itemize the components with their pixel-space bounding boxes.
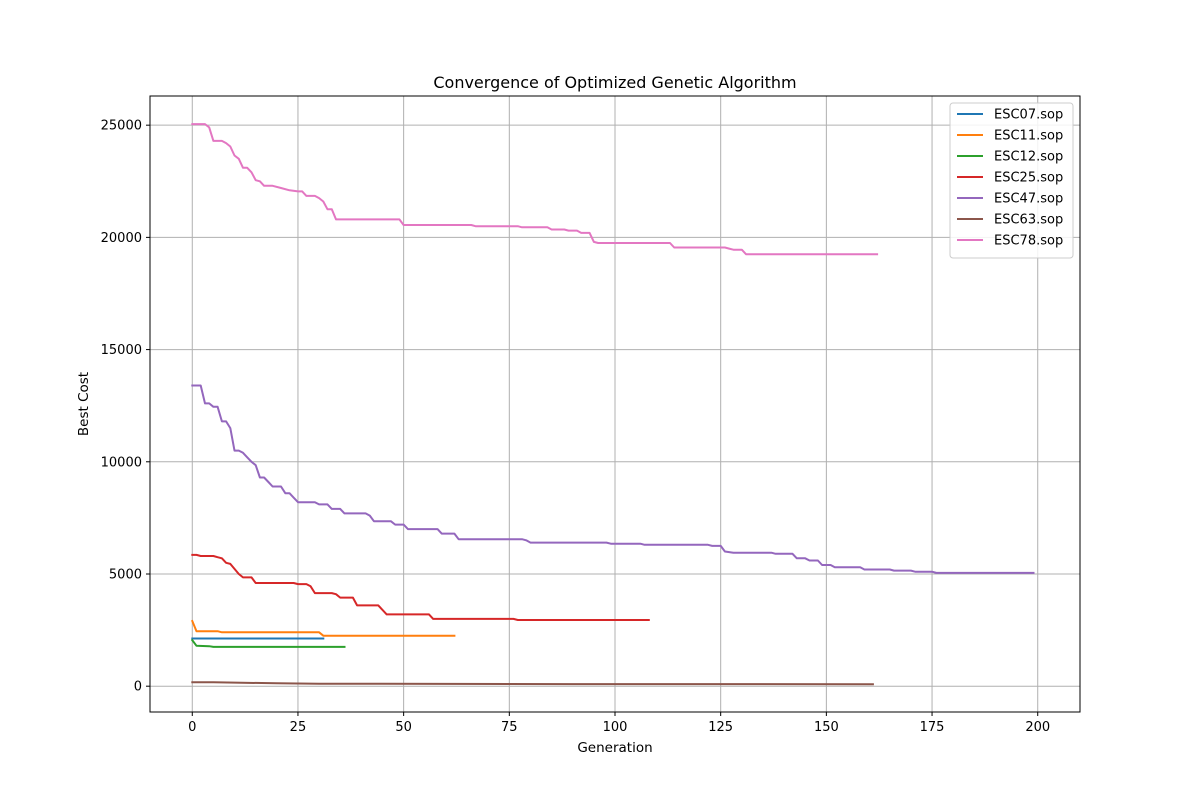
legend-label: ESC07.sop [994,108,1063,123]
x-tick-label: 50 [395,720,412,735]
legend-label: ESC11.sop [994,129,1063,144]
y-tick-label: 10000 [101,455,142,470]
y-axis-ticks: 0 5000 10000 15000 20000 25000 [101,119,150,695]
x-tick-label: 125 [708,720,733,735]
y-tick-label: 0 [134,680,142,695]
x-axis-label: Generation [577,740,652,756]
legend-label: ESC63.sop [994,213,1063,228]
series-line-esc11-sop [190,619,456,637]
x-tick-label: 75 [501,720,518,735]
x-tick-label: 175 [920,720,945,735]
legend: ESC07.sop ESC11.sop ESC12.sop ESC25.sop ESC4… [949,102,1074,259]
chart-title: Convergence of Optimized Genetic Algorit… [433,73,796,92]
x-tick-label: 150 [814,720,839,735]
x-tick-label: 0 [188,720,196,735]
x-axis-ticks: 0 25 50 75 100 125 150 175 200 [188,712,1050,735]
series-line-esc12-sop [190,638,346,648]
x-tick-label: 200 [1025,720,1050,735]
series-line-esc78-sop [191,123,879,256]
y-tick-label: 20000 [101,231,142,246]
series-line-esc63-sop [191,681,874,686]
y-tick-label: 25000 [101,119,142,134]
x-tick-label: 25 [290,720,307,735]
legend-label: ESC47.sop [994,192,1063,207]
series-line-esc47-sop [191,384,1035,574]
series-line-esc25-sop [191,553,650,621]
legend-label: ESC12.sop [994,150,1063,165]
legend-label: ESC25.sop [994,171,1063,186]
x-tick-label: 100 [603,720,628,735]
legend-label: ESC78.sop [994,234,1063,249]
y-tick-label: 15000 [101,343,142,358]
y-axis-label: Best Cost [76,372,92,436]
y-tick-label: 5000 [109,567,142,582]
series-lines [190,123,1035,686]
